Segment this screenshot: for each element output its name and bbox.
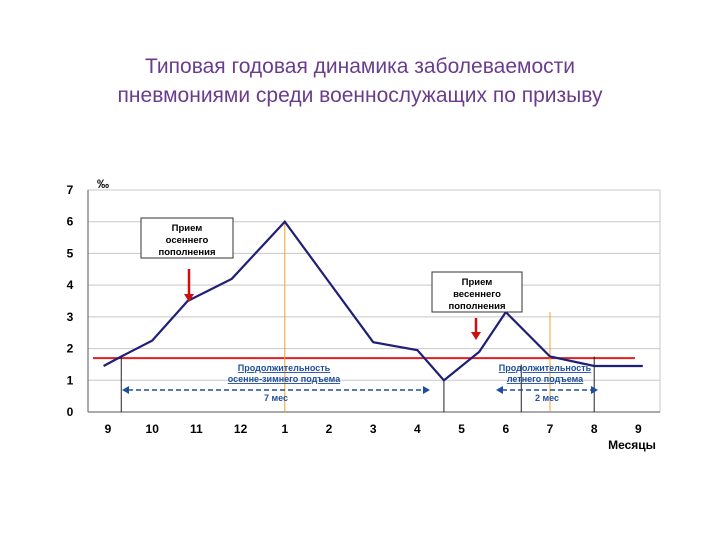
autumn-intake-arrow-head [184, 294, 194, 302]
x-tick-label: 1 [281, 422, 288, 436]
y-tick-label: 2 [67, 342, 74, 356]
slide-title: Типовая годовая динамика заболеваемости … [0, 52, 720, 110]
x-tick-label: 2 [326, 422, 333, 436]
y-tick-label: 3 [67, 310, 74, 324]
x-tick-label: 4 [414, 422, 421, 436]
autumn-rise-label: Продолжительность [238, 363, 331, 373]
summer-span-right-head [591, 386, 598, 394]
x-axis-label: Месяцы [608, 438, 656, 452]
autumn-span-right-head [423, 386, 430, 394]
spring-intake-box-text: весеннего [453, 289, 501, 300]
title-line-1: Типовая годовая динамика заболеваемости [145, 55, 575, 78]
summer-rise-label: Продолжительность [499, 363, 592, 373]
y-tick-label: 4 [67, 278, 74, 292]
series-line [103, 219, 643, 382]
x-tick-label: 11 [190, 422, 203, 436]
x-tick-label: 8 [591, 422, 598, 436]
autumn-span-left-head [122, 386, 129, 394]
x-tick-label: 12 [234, 422, 248, 436]
x-tick-label: 9 [105, 422, 112, 436]
autumn-intake-box-text: пополнения [158, 247, 215, 258]
y-tick-label: 5 [67, 246, 74, 260]
title-line-2: пневмониями среди военнослужащих по приз… [117, 84, 603, 107]
autumn-intake-box-text: осеннего [166, 235, 209, 246]
x-tick-label: 6 [502, 422, 509, 436]
y-tick-label: 6 [67, 215, 74, 229]
summer-span-left-head [496, 386, 503, 394]
y-axis-unit: ‰ [97, 177, 109, 191]
autumn-rise-label: осенне-зимнего подъема [228, 374, 341, 384]
autumn-intake-box-text: Прием [172, 223, 203, 234]
y-tick-label: 7 [67, 183, 74, 197]
autumn-span-label: 7 мес [264, 393, 288, 403]
autumn-intake-box [140, 217, 234, 259]
spring-intake-box-text: пополнения [448, 301, 505, 312]
x-tick-label: 10 [146, 422, 160, 436]
y-tick-label: 0 [67, 405, 74, 419]
spring-intake-box-text: Прием [462, 277, 493, 288]
summer-span-label: 2 мес [535, 393, 559, 403]
x-tick-label: 9 [635, 422, 642, 436]
x-tick-label: 7 [547, 422, 554, 436]
y-tick-label: 1 [67, 373, 74, 387]
x-tick-label: 3 [370, 422, 377, 436]
spring-intake-arrow-head [471, 332, 481, 340]
spring-intake-box [431, 271, 523, 313]
summer-rise-label: летнего подъема [507, 374, 584, 384]
x-tick-label: 5 [458, 422, 465, 436]
